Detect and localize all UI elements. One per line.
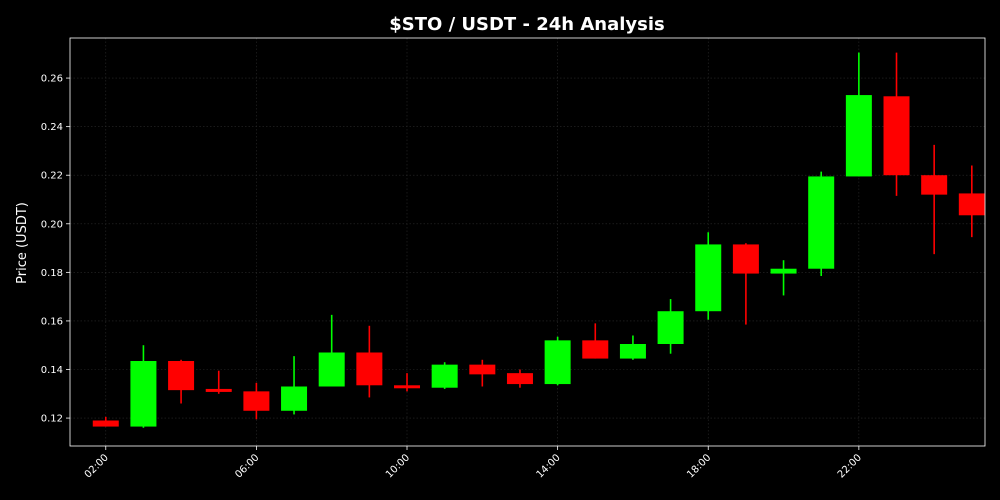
candle-body-down — [883, 96, 910, 176]
candles — [92, 52, 985, 428]
y-tick-label: 0.12 — [41, 414, 63, 425]
candle-body-up — [695, 244, 722, 312]
candle-body-down — [958, 193, 985, 216]
candle-body-up — [808, 176, 835, 269]
candle-body-down — [469, 364, 496, 375]
y-tick-label: 0.16 — [41, 316, 63, 327]
candle-body-up — [431, 364, 458, 388]
candle-body-up — [845, 95, 872, 177]
y-tick-label: 0.22 — [41, 171, 63, 182]
candle-body-up — [544, 340, 571, 385]
y-axis-ticks: 0.12 0.14 0.16 0.18 0.20 0.22 0.24 0.26 — [41, 74, 70, 425]
y-tick-label: 0.20 — [41, 219, 63, 230]
candle-body-down — [732, 244, 759, 274]
candle-body-up — [619, 344, 646, 359]
candle-body-up — [130, 361, 157, 427]
x-tick-label: 18:00 — [685, 452, 713, 480]
candle-body-down — [243, 391, 270, 411]
x-tick-label: 22:00 — [836, 452, 864, 480]
candle-body-up — [318, 352, 345, 387]
candle-body-down — [582, 340, 609, 359]
candle-body-down — [356, 352, 383, 386]
x-tick-label: 02:00 — [83, 452, 111, 480]
candle-body-down — [921, 175, 948, 195]
candle-body-up — [770, 268, 797, 274]
y-tick-label: 0.26 — [41, 74, 63, 85]
y-tick-label: 0.14 — [41, 365, 63, 376]
x-axis-ticks: 02:00 06:00 10:00 14:00 18:00 22:00 — [83, 446, 864, 481]
chart-title: $STO / USDT - 24h Analysis — [389, 14, 665, 35]
candle-body-down — [506, 373, 533, 385]
y-tick-label: 0.18 — [41, 268, 63, 279]
y-tick-label: 0.24 — [41, 122, 63, 133]
x-tick-label: 14:00 — [535, 452, 563, 480]
candle-body-down — [205, 388, 232, 392]
candle-body-up — [657, 311, 684, 344]
candle-body-down — [394, 385, 421, 389]
plot-area-frame — [69, 37, 986, 447]
x-tick-label: 06:00 — [233, 452, 261, 480]
candle-body-down — [92, 420, 119, 427]
candle-body-down — [168, 361, 195, 391]
candle-body-up — [281, 386, 308, 411]
x-tick-label: 10:00 — [384, 452, 412, 480]
y-axis-label: Price (USDT) — [15, 202, 30, 284]
